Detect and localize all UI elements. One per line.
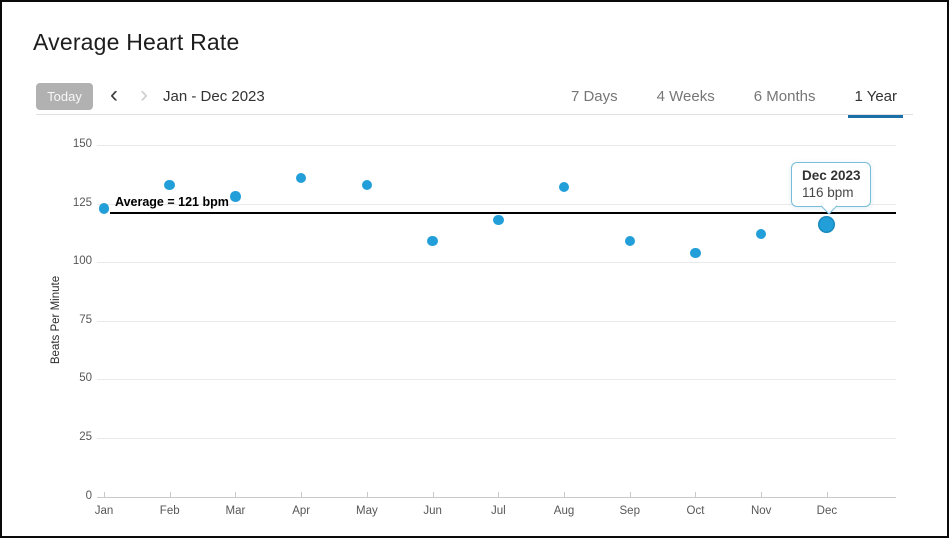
tooltip-title: Dec 2023 — [802, 168, 861, 183]
data-point-Mar[interactable] — [230, 191, 241, 202]
gridline-125 — [97, 203, 896, 205]
gridline-150 — [97, 145, 896, 146]
gridline-25 — [97, 437, 896, 439]
y-tick-label: 25 — [79, 430, 92, 443]
x-tick — [235, 491, 237, 497]
tooltip-value: 116 bpm — [802, 185, 854, 200]
data-point-Nov[interactable] — [755, 228, 767, 240]
tooltip: Dec 2023 116 bpm — [791, 162, 871, 207]
data-point-Jun[interactable] — [427, 235, 438, 247]
tab-4-weeks[interactable]: 4 Weeks — [656, 88, 715, 105]
x-tick — [104, 491, 105, 497]
y-tick-label: 125 — [72, 196, 92, 209]
data-point-Dec[interactable] — [818, 216, 836, 234]
average-line-label: Average = 121 bpm — [115, 194, 229, 209]
average-line — [110, 211, 896, 214]
next-period-icon[interactable]: › — [140, 81, 148, 108]
today-button[interactable]: Today — [36, 83, 93, 110]
x-tick — [826, 491, 828, 497]
y-tick-label: 75 — [79, 313, 92, 326]
x-tick-label: Jul — [490, 504, 506, 517]
x-tick — [564, 491, 566, 497]
gridline-75 — [97, 320, 896, 322]
gridline-0 — [97, 496, 896, 498]
x-tick-label: Mar — [225, 504, 246, 517]
x-tick-label: Apr — [292, 504, 311, 517]
y-tick-label: 50 — [79, 372, 92, 385]
x-tick — [498, 491, 500, 497]
x-tick — [366, 491, 368, 497]
x-tick — [629, 491, 631, 497]
x-tick — [761, 491, 763, 497]
x-tick-label: Feb — [159, 504, 180, 517]
x-tick — [301, 491, 303, 497]
x-tick-label: May — [356, 504, 378, 517]
toolbar-divider — [36, 114, 913, 115]
data-point-Feb[interactable] — [164, 179, 175, 191]
data-point-Sep[interactable] — [624, 235, 635, 247]
date-range-label: Jan - Dec 2023 — [163, 88, 265, 105]
y-tick-label: 0 — [85, 489, 92, 502]
gridline-100 — [97, 262, 896, 264]
time-range-tabs: 7 Days 4 Weeks 6 Months 1 Year — [538, 82, 903, 118]
data-point-Oct[interactable] — [690, 247, 701, 259]
gridline-50 — [97, 379, 896, 381]
y-tick-label: 150 — [72, 138, 92, 150]
prev-period-icon[interactable]: ‹ — [110, 81, 118, 108]
page-title: Average Heart Rate — [33, 29, 240, 55]
data-point-Aug[interactable] — [558, 181, 570, 193]
data-point-Jan[interactable] — [98, 203, 110, 214]
x-tick-label: Nov — [750, 504, 772, 517]
tab-1-year[interactable]: 1 Year — [848, 82, 903, 118]
x-tick-label: Sep — [619, 504, 640, 517]
x-tick-label: Aug — [553, 504, 575, 517]
x-tick-label: Jun — [423, 504, 442, 517]
x-tick-label: Jan — [94, 504, 114, 517]
x-tick — [169, 491, 171, 497]
x-tick-label: Dec — [816, 504, 838, 517]
x-tick — [695, 491, 697, 497]
data-point-Apr[interactable] — [295, 172, 307, 184]
tab-7-days[interactable]: 7 Days — [570, 88, 618, 105]
x-tick — [432, 491, 434, 497]
x-tick-label: Oct — [686, 504, 705, 517]
data-point-Jul[interactable] — [493, 214, 504, 226]
y-tick-label: 100 — [72, 255, 92, 268]
tab-6-months[interactable]: 6 Months — [753, 88, 816, 105]
data-point-May[interactable] — [361, 179, 373, 191]
